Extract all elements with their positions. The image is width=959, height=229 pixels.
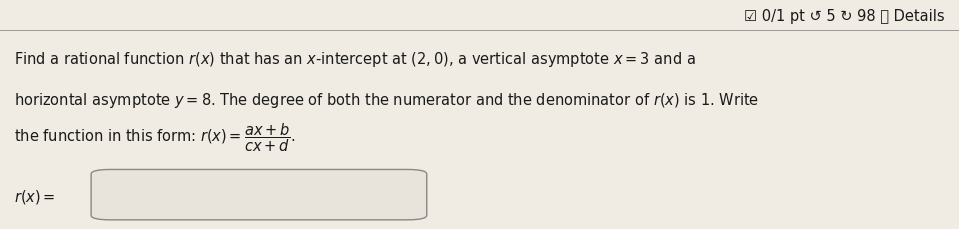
- Text: the function in this form: $r(x) = \dfrac{ax+b}{cx+d}$.: the function in this form: $r(x) = \dfra…: [14, 121, 296, 154]
- Text: horizontal asymptote $y = 8$. The degree of both the numerator and the denominat: horizontal asymptote $y = 8$. The degree…: [14, 91, 760, 110]
- FancyBboxPatch shape: [91, 169, 427, 220]
- Text: $r(x) = $: $r(x) = $: [14, 188, 56, 206]
- Text: ☑ 0/1 pt ↺ 5 ↻ 98 ⓘ Details: ☑ 0/1 pt ↺ 5 ↻ 98 ⓘ Details: [744, 8, 945, 24]
- Text: Find a rational function $r(x)$ that has an $x$-intercept at $(2, 0)$, a vertica: Find a rational function $r(x)$ that has…: [14, 50, 696, 69]
